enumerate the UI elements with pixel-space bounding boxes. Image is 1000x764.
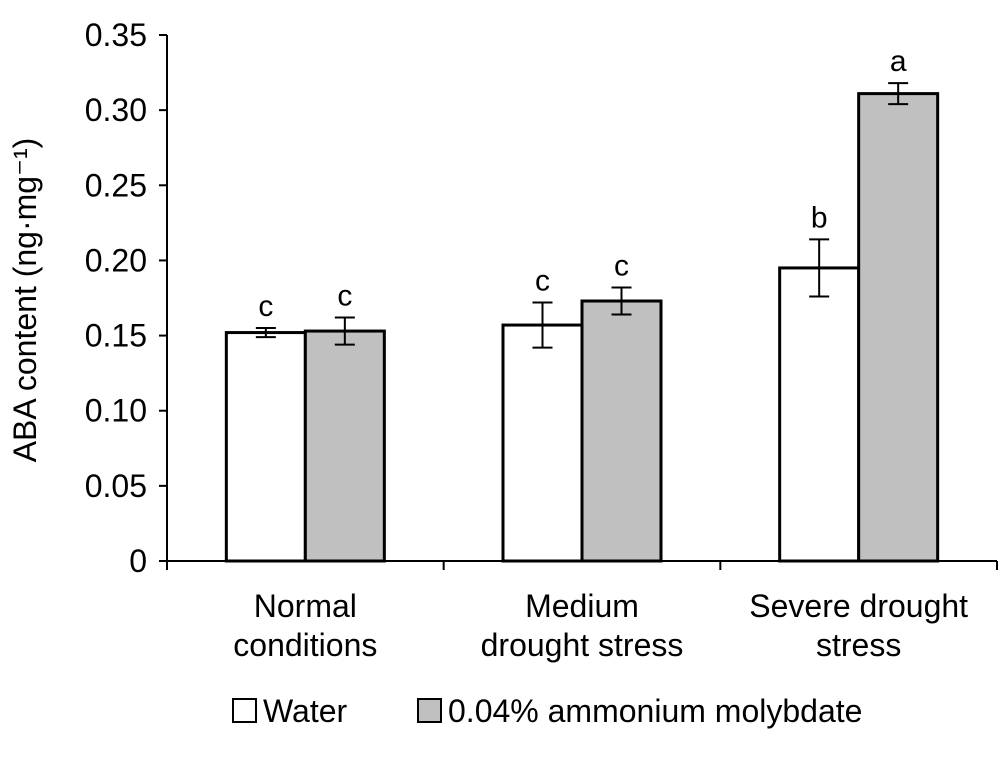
significance-letter: c — [337, 280, 352, 313]
bar — [303, 329, 386, 563]
category-label: Medium drought stress — [481, 588, 684, 663]
significance-letter: b — [811, 201, 828, 234]
y-tick-label: 0.20 — [85, 242, 147, 278]
legend: Water 0.04% ammonium molybdate — [232, 693, 862, 729]
legend-swatch — [417, 698, 442, 723]
significance-letter: a — [890, 45, 907, 78]
significance-letter: c — [258, 290, 273, 323]
y-tick-label: 0.15 — [85, 318, 147, 354]
significance-letter: c — [535, 265, 550, 298]
legend-swatch — [232, 698, 257, 723]
bar — [224, 331, 307, 563]
axes: 0 0.05 0.10 0.15 0.20 0.25 0.30 0.35 Normal condi… — [85, 17, 998, 663]
significance-letter: c — [614, 249, 629, 282]
bar — [857, 92, 940, 563]
bar — [778, 266, 861, 563]
bar — [580, 299, 663, 563]
y-tick-label: 0.25 — [85, 167, 147, 203]
bars: c c b c c a — [224, 45, 940, 563]
y-tick-label: 0.10 — [85, 393, 147, 429]
y-tick-label: 0 — [129, 543, 147, 579]
y-tick-label: 0.30 — [85, 92, 147, 128]
bar — [501, 323, 584, 563]
y-tick-label: 0.05 — [85, 468, 147, 504]
legend-label: 0.04% ammonium molybdate — [448, 693, 862, 729]
legend-label: Water — [263, 693, 348, 729]
category-label: Severe drought stress — [749, 588, 968, 663]
category-label: Normal conditions — [233, 588, 377, 663]
y-tick-label: 0.35 — [85, 17, 147, 53]
y-axis-label: ABA content (ng·mg⁻¹) — [7, 138, 43, 463]
